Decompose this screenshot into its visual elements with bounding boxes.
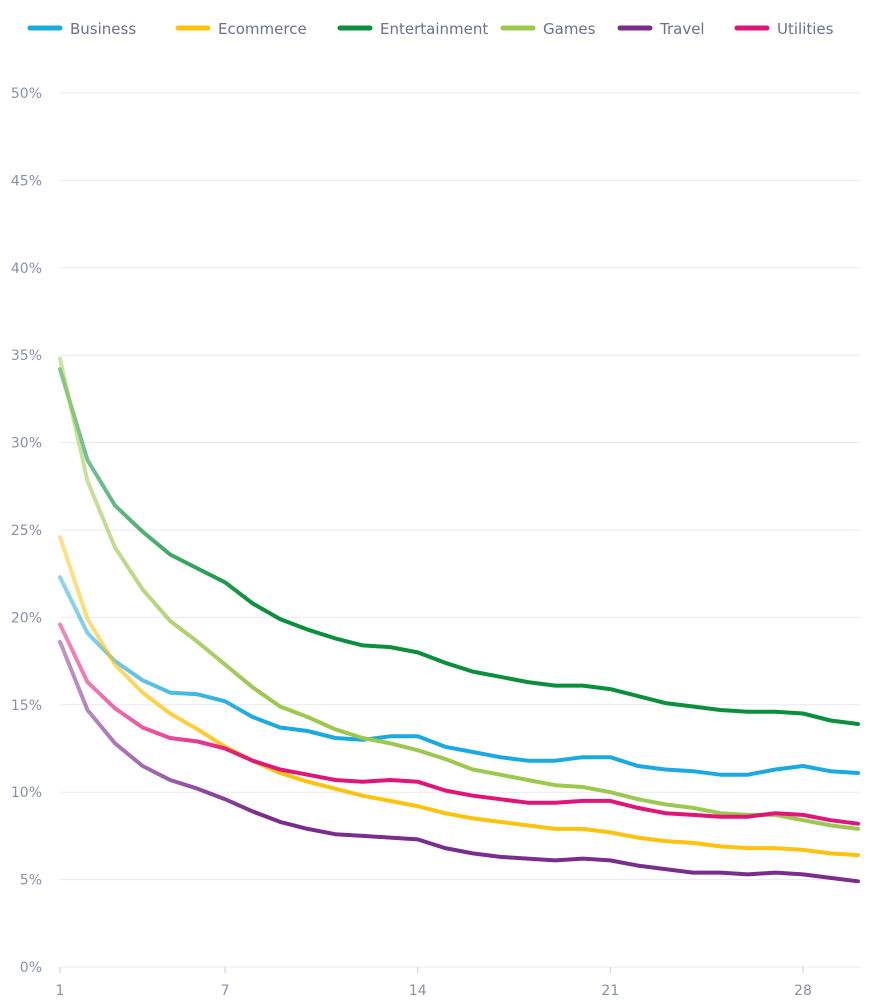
series-line-games [58,356,860,831]
y-tick-label: 25% [11,523,42,539]
series-lines [58,356,860,884]
x-axis: 1 7 14 21 28 [56,967,812,999]
legend-label[interactable]: Business [70,20,136,38]
legend-label[interactable]: Games [543,20,596,38]
legend: Business Ecommerce Entertainment Games Trave… [27,20,834,38]
y-tick-label: 35% [11,348,42,364]
legend-label[interactable]: Utilities [777,20,834,38]
y-tick-label: 5% [20,873,42,889]
y-axis: 0% 5% 10% 15% 20% 25% 30% 35% 40% 45% 50% [11,86,42,976]
x-tick-label: 28 [794,983,812,999]
x-tick-label: 21 [601,983,619,999]
series-line-business [58,575,860,777]
y-tick-label: 30% [11,436,42,452]
series-line-travel [58,639,860,884]
y-tick-label: 40% [11,261,42,277]
series-line-entertainment [58,367,860,726]
y-tick-label: 50% [11,86,42,102]
legend-label[interactable]: Ecommerce [218,20,307,38]
legend-label[interactable]: Travel [659,20,705,38]
y-tick-label: 15% [11,698,42,714]
legend-label[interactable]: Entertainment [380,20,488,38]
y-tick-label: 45% [11,173,42,189]
y-tick-label: 10% [11,785,42,801]
y-tick-label: 0% [20,960,42,976]
series-line-ecommerce [58,535,860,858]
x-tick-label: 14 [409,983,427,999]
x-tick-label: 7 [221,983,230,999]
x-tick-label: 1 [56,983,65,999]
grid [60,92,860,968]
series-line-utilities [58,622,860,826]
y-tick-label: 20% [11,610,42,626]
